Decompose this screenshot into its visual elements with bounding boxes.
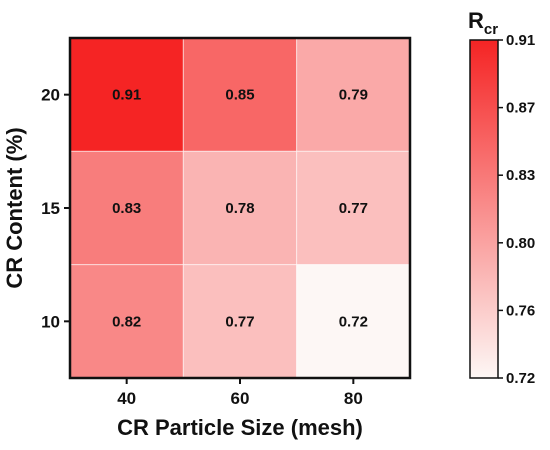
- heatmap-cell-value: 0.77: [225, 313, 254, 330]
- y-tick-label: 20: [41, 86, 60, 105]
- colorbar-tick-label: 0.83: [506, 167, 535, 184]
- colorbar-title-sub: cr: [484, 21, 498, 38]
- x-axis-ticks: 40 60 80: [117, 378, 363, 408]
- colorbar-tick-label: 0.76: [506, 302, 535, 319]
- heatmap-cell-value: 0.78: [225, 200, 254, 217]
- colorbar-title: Rcr: [468, 8, 498, 38]
- heatmap-cell-value: 0.83: [112, 200, 141, 217]
- y-tick-label: 15: [41, 199, 60, 218]
- heatmap-cell-value: 0.79: [339, 87, 368, 104]
- heatmap-cell: [182, 264, 298, 379]
- heatmap-cell-value: 0.82: [112, 313, 141, 330]
- x-axis-label: CR Particle Size (mesh): [117, 415, 363, 440]
- x-tick-label: 80: [344, 389, 363, 408]
- heatmap-cell-value: 0.91: [112, 87, 141, 104]
- heatmap-cell-value: 0.85: [225, 87, 254, 104]
- x-tick-label: 60: [231, 389, 250, 408]
- colorbar-tick-label: 0.80: [506, 235, 535, 252]
- heatmap-cell: [69, 150, 184, 266]
- heatmap-cell: [69, 37, 184, 152]
- y-axis-label: CR Content (%): [2, 127, 27, 288]
- heatmap-cells: [69, 37, 411, 379]
- colorbar-tick-label: 0.72: [506, 370, 535, 387]
- heatmap-cell: [296, 150, 411, 266]
- colorbar-ticks: 0.91 0.87 0.83 0.80 0.76 0.72: [498, 32, 535, 387]
- colorbar-title-main: R: [468, 8, 484, 33]
- heatmap-cell-value: 0.77: [339, 200, 368, 217]
- heatmap-cell-value: 0.72: [339, 313, 368, 330]
- colorbar-tick-label: 0.91: [506, 32, 535, 49]
- colorbar: [469, 39, 499, 379]
- y-axis-ticks: 20 15 10: [41, 86, 70, 331]
- heatmap-cell: [182, 150, 298, 266]
- heatmap-cell: [182, 37, 298, 152]
- x-tick-label: 40: [117, 389, 136, 408]
- y-tick-label: 10: [41, 312, 60, 331]
- heatmap-cell-labels: 0.91 0.85 0.79 0.83 0.78 0.77 0.82 0.77 0.72: [112, 87, 368, 331]
- colorbar-tick-label: 0.87: [506, 100, 535, 117]
